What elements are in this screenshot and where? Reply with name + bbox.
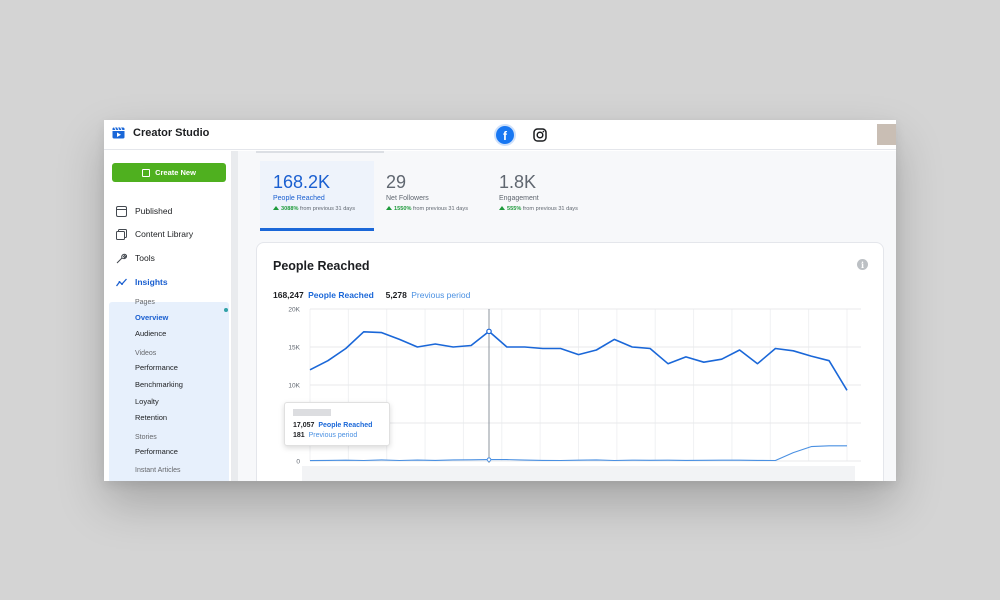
group-heading-stories: Stories [135, 434, 157, 441]
metric-pct: 555% [507, 206, 522, 212]
insights-icon [116, 278, 127, 286]
sidebar-item-published[interactable]: Published [116, 204, 172, 218]
up-arrow-icon [273, 206, 279, 210]
creator-studio-logo-icon [112, 127, 125, 139]
tooltip-current-value: 17,057 [293, 422, 315, 429]
top-divider [256, 151, 384, 153]
create-new-button[interactable]: Create New [112, 163, 226, 182]
up-arrow-icon [499, 206, 505, 210]
sidebar-subitem-overview[interactable]: Overview [135, 313, 169, 322]
chart-legend: 168,247 People Reached 5,278 Previous pe… [273, 290, 470, 300]
insights-section [109, 302, 229, 481]
app-title: Creator Studio [133, 127, 210, 139]
sidebar-subitem-stories-performance[interactable]: Performance [135, 447, 178, 456]
metric-delta: 3088% from previous 31 days [273, 206, 355, 212]
sidebar-item-label: Content Library [135, 229, 194, 239]
metric-suffix: from previous 31 days [412, 206, 469, 212]
creator-studio-window: Creator Studio f Create New Published Co… [104, 120, 896, 481]
metric-delta: 555% from previous 31 days [499, 206, 578, 212]
sidebar-item-label: Tools [135, 253, 155, 263]
metric-delta: 1550% from previous 31 days [386, 206, 468, 212]
metric-suffix: from previous 31 days [522, 206, 578, 212]
notification-dot [224, 308, 228, 312]
avatar[interactable] [877, 124, 896, 145]
brand[interactable]: Creator Studio [112, 127, 209, 139]
group-heading-videos: Videos [135, 350, 157, 357]
metric-suffix: from previous 31 days [299, 206, 356, 212]
sidebar: Create New Published Content Library Too… [104, 151, 232, 481]
tooltip-previous-label: Previous period [308, 432, 358, 439]
facebook-glyph: f [503, 128, 507, 143]
metric-value: 1.8K [499, 172, 537, 192]
sidebar-item-insights[interactable]: Insights [116, 275, 168, 289]
tooltip-current-row: 17,057 People Reached [293, 422, 372, 429]
info-icon[interactable]: i [857, 259, 868, 270]
instagram-icon[interactable] [532, 127, 548, 143]
create-new-label: Create New [155, 168, 196, 177]
metric-value: 29 [386, 172, 407, 192]
sidebar-subitem-benchmarking[interactable]: Benchmarking [135, 380, 183, 389]
metric-pct: 1550% [394, 206, 412, 212]
sidebar-subitem-loyalty[interactable]: Loyalty [135, 397, 159, 406]
legend-previous-label[interactable]: Previous period [411, 290, 471, 300]
top-bar: Creator Studio f [104, 120, 896, 150]
chart-tooltip: 17,057 People Reached 181 Previous perio… [284, 402, 390, 446]
library-icon [116, 228, 127, 240]
sidebar-item-tools[interactable]: Tools [116, 251, 155, 265]
metric-value: 168.2K [273, 172, 331, 192]
metric-label: People Reached [273, 195, 325, 202]
tooltip-current-label: People Reached [318, 422, 373, 429]
tooltip-previous-value: 181 [293, 432, 305, 439]
group-heading-instant-articles: Instant Articles [135, 467, 181, 474]
sidebar-subitem-audience[interactable]: Audience [135, 329, 167, 338]
tab-engagement[interactable]: 1.8K Engagement 555% from previous 31 da… [486, 161, 606, 231]
metric-label: Engagement [499, 195, 539, 202]
group-heading-pages: Pages [135, 299, 155, 306]
sidebar-scrollbar[interactable] [232, 151, 238, 481]
tooltip-date-redacted [293, 409, 331, 416]
sidebar-subitem-video-performance[interactable]: Performance [135, 363, 178, 372]
legend-current-value: 168,247 [273, 290, 304, 300]
tab-people-reached[interactable]: 168.2K People Reached 3088% from previou… [260, 161, 374, 231]
legend-previous-value: 5,278 [385, 290, 407, 300]
compose-icon [142, 168, 151, 177]
published-icon [116, 205, 127, 217]
tools-icon [116, 253, 127, 263]
legend-current-label[interactable]: People Reached [308, 290, 374, 300]
sidebar-item-label: Published [135, 206, 173, 216]
tab-net-followers[interactable]: 29 Net Followers 1550% from previous 31 … [373, 161, 487, 231]
metric-label: Net Followers [386, 195, 429, 202]
metric-tabs: 168.2K People Reached 3088% from previou… [256, 161, 756, 231]
tooltip-previous-row: 181 Previous period [293, 432, 357, 439]
facebook-icon[interactable]: f [494, 124, 516, 146]
metric-pct: 3088% [281, 206, 299, 212]
sidebar-item-content-library[interactable]: Content Library [116, 227, 193, 241]
sidebar-subitem-retention[interactable]: Retention [135, 413, 168, 422]
up-arrow-icon [386, 206, 392, 210]
sidebar-item-label: Insights [135, 277, 168, 287]
card-title: People Reached [273, 259, 370, 273]
